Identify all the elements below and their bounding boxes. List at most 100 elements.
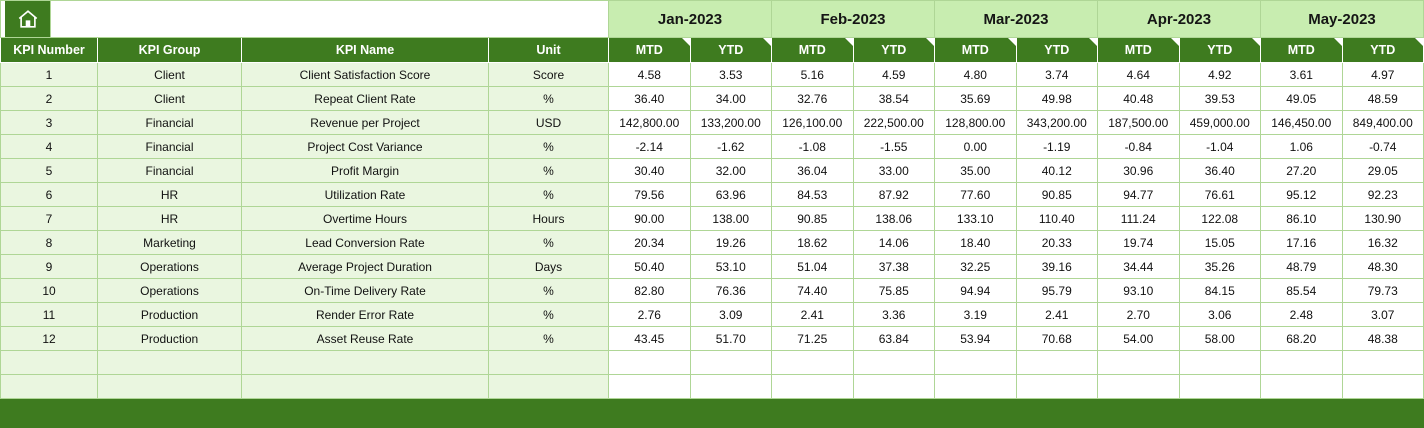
kpi-value-cell[interactable]: 94.94 (934, 278, 1017, 303)
kpi-unit-cell[interactable]: % (488, 182, 609, 207)
kpi-number-cell[interactable]: 12 (0, 326, 98, 351)
kpi-value-cell[interactable]: 94.77 (1097, 182, 1180, 207)
kpi-value-cell[interactable]: 70.68 (1015, 326, 1098, 351)
kpi-value-cell[interactable]: 86.10 (1260, 206, 1343, 231)
kpi-value-cell[interactable]: 63.96 (689, 182, 772, 207)
kpi-value-cell[interactable]: 30.40 (608, 158, 691, 183)
kpi-group-cell[interactable]: Client (97, 62, 242, 87)
ytd-header[interactable]: YTD (1015, 37, 1098, 63)
kpi-number-cell[interactable]: 3 (0, 110, 98, 135)
kpi-value-cell[interactable]: 2.41 (771, 302, 854, 327)
kpi-value-cell[interactable]: 48.38 (1341, 326, 1424, 351)
kpi-value-cell[interactable]: 4.64 (1097, 62, 1180, 87)
kpi-name-cell[interactable]: Asset Reuse Rate (241, 326, 489, 351)
empty-value-cell[interactable] (689, 374, 772, 399)
ytd-header[interactable]: YTD (1341, 37, 1424, 63)
kpi-value-cell[interactable]: 76.61 (1178, 182, 1261, 207)
kpi-unit-cell[interactable]: % (488, 230, 609, 255)
empty-value-cell[interactable] (771, 374, 854, 399)
empty-value-cell[interactable] (934, 350, 1017, 375)
kpi-value-cell[interactable]: -0.84 (1097, 134, 1180, 159)
empty-value-cell[interactable] (1260, 374, 1343, 399)
kpi-value-cell[interactable]: 4.59 (852, 62, 935, 87)
kpi-value-cell[interactable]: 82.80 (608, 278, 691, 303)
kpi-value-cell[interactable]: 84.15 (1178, 278, 1261, 303)
kpi-value-cell[interactable]: 49.05 (1260, 86, 1343, 111)
kpi-value-cell[interactable]: 77.60 (934, 182, 1017, 207)
kpi-value-cell[interactable]: 85.54 (1260, 278, 1343, 303)
empty-left-cell[interactable] (241, 374, 489, 399)
kpi-value-cell[interactable]: 51.04 (771, 254, 854, 279)
empty-value-cell[interactable] (1260, 350, 1343, 375)
kpi-unit-cell[interactable]: % (488, 278, 609, 303)
kpi-unit-cell[interactable]: % (488, 326, 609, 351)
kpi-name-cell[interactable]: On-Time Delivery Rate (241, 278, 489, 303)
empty-value-cell[interactable] (1341, 350, 1424, 375)
empty-left-cell[interactable] (241, 350, 489, 375)
kpi-value-cell[interactable]: 35.69 (934, 86, 1017, 111)
kpi-value-cell[interactable]: 87.92 (852, 182, 935, 207)
kpi-value-cell[interactable]: 92.23 (1341, 182, 1424, 207)
kpi-number-cell[interactable]: 10 (0, 278, 98, 303)
kpi-value-cell[interactable]: 2.41 (1015, 302, 1098, 327)
kpi-value-cell[interactable]: 51.70 (689, 326, 772, 351)
col-header-kpi-number[interactable]: KPI Number (0, 37, 98, 63)
empty-value-cell[interactable] (1178, 350, 1261, 375)
empty-left-cell[interactable] (0, 374, 98, 399)
kpi-value-cell[interactable]: 222,500.00 (852, 110, 935, 135)
kpi-value-cell[interactable]: 0.00 (934, 134, 1017, 159)
kpi-name-cell[interactable]: Revenue per Project (241, 110, 489, 135)
kpi-unit-cell[interactable]: % (488, 158, 609, 183)
kpi-value-cell[interactable]: 4.97 (1341, 62, 1424, 87)
kpi-value-cell[interactable]: 79.56 (608, 182, 691, 207)
empty-value-cell[interactable] (1178, 374, 1261, 399)
kpi-group-cell[interactable]: Production (97, 326, 242, 351)
kpi-value-cell[interactable]: -0.74 (1341, 134, 1424, 159)
kpi-value-cell[interactable]: 63.84 (852, 326, 935, 351)
kpi-number-cell[interactable]: 5 (0, 158, 98, 183)
kpi-number-cell[interactable]: 1 (0, 62, 98, 87)
kpi-number-cell[interactable]: 4 (0, 134, 98, 159)
kpi-value-cell[interactable]: 58.00 (1178, 326, 1261, 351)
kpi-value-cell[interactable]: 39.16 (1015, 254, 1098, 279)
kpi-value-cell[interactable]: 33.00 (852, 158, 935, 183)
kpi-number-cell[interactable]: 8 (0, 230, 98, 255)
kpi-value-cell[interactable]: 48.30 (1341, 254, 1424, 279)
kpi-value-cell[interactable]: 30.96 (1097, 158, 1180, 183)
kpi-value-cell[interactable]: 2.70 (1097, 302, 1180, 327)
col-header-unit[interactable]: Unit (488, 37, 609, 63)
kpi-value-cell[interactable]: -1.04 (1178, 134, 1261, 159)
kpi-value-cell[interactable]: 79.73 (1341, 278, 1424, 303)
kpi-value-cell[interactable]: 15.05 (1178, 230, 1261, 255)
kpi-value-cell[interactable]: 3.61 (1260, 62, 1343, 87)
kpi-value-cell[interactable]: 84.53 (771, 182, 854, 207)
kpi-value-cell[interactable]: 48.79 (1260, 254, 1343, 279)
kpi-value-cell[interactable]: 18.40 (934, 230, 1017, 255)
kpi-value-cell[interactable]: 40.12 (1015, 158, 1098, 183)
kpi-unit-cell[interactable]: % (488, 134, 609, 159)
kpi-value-cell[interactable]: 3.07 (1341, 302, 1424, 327)
kpi-value-cell[interactable]: 53.10 (689, 254, 772, 279)
kpi-unit-cell[interactable]: Hours (488, 206, 609, 231)
kpi-value-cell[interactable]: 128,800.00 (934, 110, 1017, 135)
kpi-value-cell[interactable]: 187,500.00 (1097, 110, 1180, 135)
kpi-value-cell[interactable]: 95.12 (1260, 182, 1343, 207)
kpi-value-cell[interactable]: 19.74 (1097, 230, 1180, 255)
mtd-header[interactable]: MTD (1260, 37, 1343, 63)
mtd-header[interactable]: MTD (934, 37, 1017, 63)
kpi-value-cell[interactable]: -1.62 (689, 134, 772, 159)
kpi-value-cell[interactable]: 20.34 (608, 230, 691, 255)
mtd-header[interactable]: MTD (1097, 37, 1180, 63)
kpi-value-cell[interactable]: 34.00 (689, 86, 772, 111)
kpi-value-cell[interactable]: 17.16 (1260, 230, 1343, 255)
kpi-unit-cell[interactable]: Score (488, 62, 609, 87)
kpi-value-cell[interactable]: 50.40 (608, 254, 691, 279)
kpi-value-cell[interactable]: 39.53 (1178, 86, 1261, 111)
kpi-value-cell[interactable]: 54.00 (1097, 326, 1180, 351)
kpi-unit-cell[interactable]: Days (488, 254, 609, 279)
ytd-header[interactable]: YTD (1178, 37, 1261, 63)
month-header[interactable]: Apr-2023 (1097, 0, 1261, 38)
kpi-number-cell[interactable]: 11 (0, 302, 98, 327)
empty-left-cell[interactable] (0, 350, 98, 375)
kpi-number-cell[interactable]: 7 (0, 206, 98, 231)
